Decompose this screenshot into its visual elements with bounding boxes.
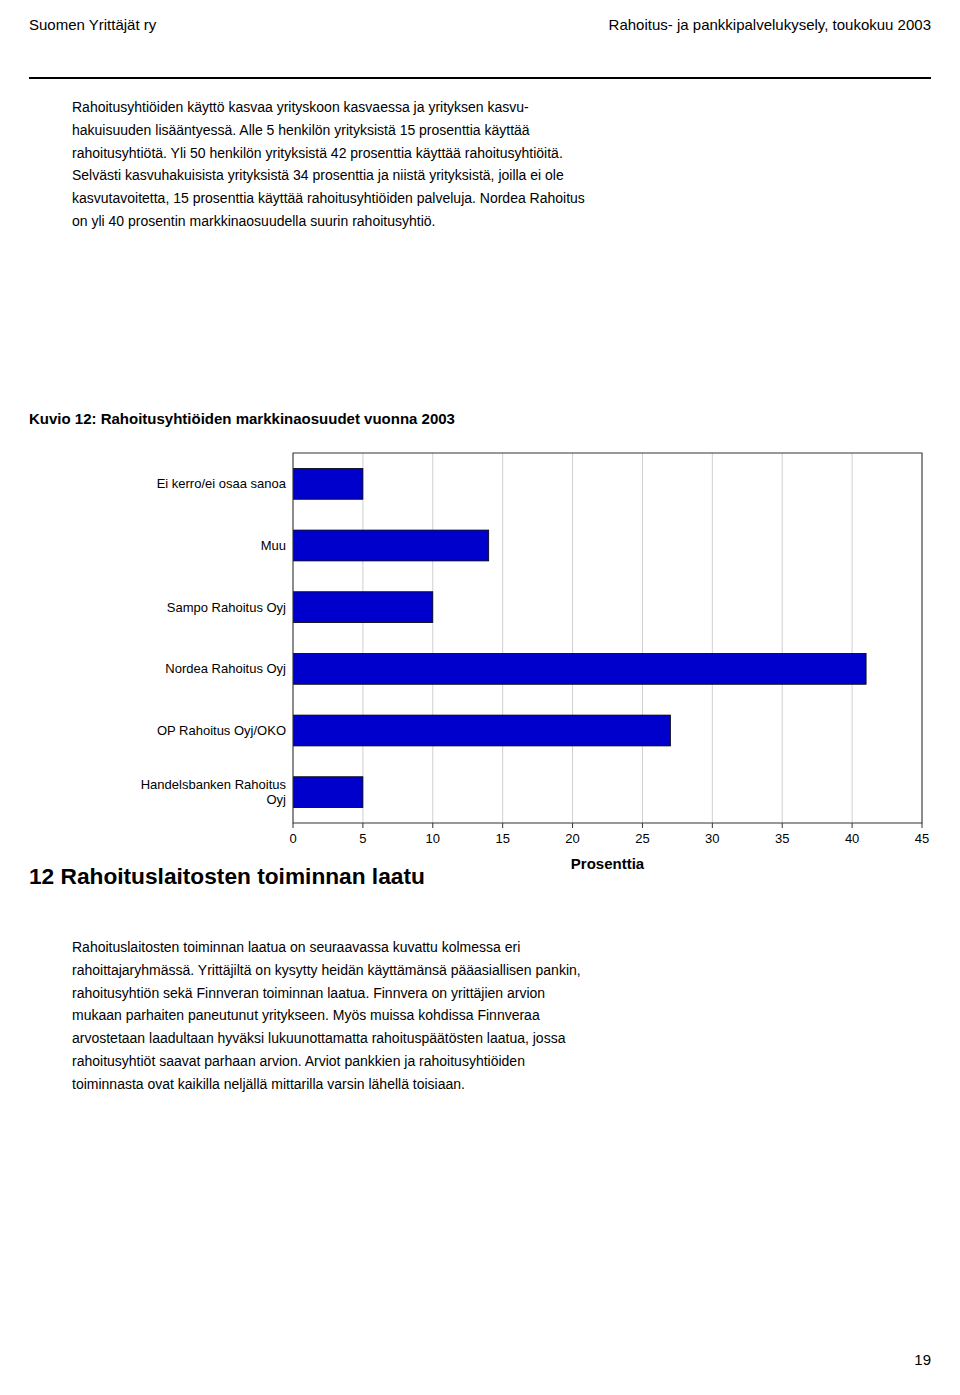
x-tick [432,823,433,828]
bar [293,592,433,623]
grid [293,453,922,823]
intro-line: rahoitusyhtiötä. Yli 50 henkilön yrityks… [72,145,563,161]
x-tick-label: 45 [915,831,929,846]
y-tick-label-line: Sampo Rahoitus Oyj [167,600,286,615]
y-tick-label: Muu [261,538,286,553]
x-tick-label: 5 [359,831,366,846]
page-number: 19 [914,1351,931,1368]
grid-line [502,453,503,823]
grid-line [782,453,783,823]
section-line: rahoitusyhtiön sekä Finnveran toiminnan … [72,985,545,1001]
intro-line: hakuisuuden lisääntyessä. Alle 5 henkilö… [72,122,530,138]
intro-line: Selvästi kasvuhakuisista yrityksistä 34 … [72,167,564,183]
x-tick [642,823,643,828]
x-tick [922,823,923,828]
bar [293,715,670,746]
grid-line [572,453,573,823]
y-tick-label-line: Nordea Rahoitus Oyj [165,661,286,676]
header-rule [29,77,931,79]
x-tick-label: 35 [775,831,789,846]
section-line: rahoittajaryhmässä. Yrittäjiltä on kysyt… [72,962,581,978]
x-tick [502,823,503,828]
bar [293,653,866,684]
grid-line [712,453,713,823]
x-tick-label: 20 [565,831,579,846]
intro-line: kasvutavoitetta, 15 prosenttia käyttää r… [72,190,585,206]
x-tick-label: 10 [426,831,440,846]
x-tick [293,823,294,828]
bar [293,777,363,808]
y-tick-label-line: OP Rahoitus Oyj/OKO [157,723,286,738]
bar [293,530,489,561]
section-line: arvostetaan laadultaan hyväksi lukuunott… [72,1030,566,1046]
x-tick [712,823,713,828]
x-tick [572,823,573,828]
grid-line [642,453,643,823]
grid-line [362,453,363,823]
chart-title: Kuvio 12: Rahoitusyhtiöiden markkinaosuu… [29,410,455,427]
plot-frame [293,453,922,823]
y-tick-label-line: Handelsbanken Rahoitus [141,777,287,792]
bar-chart: 0 5 10 15 20 25 30 35 40 45 Prosenttia Ei kerro/ei … [141,453,930,872]
section-line: Rahoituslaitosten toiminnan laatua on se… [72,939,520,955]
x-tick-label: 25 [635,831,649,846]
grid-line [432,453,433,823]
page: Suomen Yrittäjät ry Rahoitus- ja pankkipa… [0,0,960,1395]
bar [293,468,363,499]
intro-line: Rahoitusyhtiöiden käyttö kasvaa yritysko… [72,99,529,115]
x-tick-label: 40 [845,831,859,846]
y-tick-label: OP Rahoitus Oyj/OKO [157,723,286,738]
y-tick-label: Handelsbanken RahoitusOyj [141,777,287,807]
bars [293,468,866,807]
x-tick-label: 15 [495,831,509,846]
grid-line [852,453,853,823]
section-line: mukaan parhaiten paneutunut yritykseen. … [72,1007,540,1023]
section-title: 12 Rahoituslaitosten toiminnan laatu [29,863,425,889]
intro-line: on yli 40 prosentin markkinaosuudella su… [72,213,435,229]
y-tick-label: Ei kerro/ei osaa sanoa [157,476,287,491]
x-tick-label: 30 [705,831,719,846]
y-tick-label-line: Oyj [267,792,287,807]
x-tick-label: 0 [289,831,296,846]
y-tick-label-line: Ei kerro/ei osaa sanoa [157,476,287,491]
x-tick [852,823,853,828]
y-tick-label-line: Muu [261,538,286,553]
section-line: rahoitusyhtiöt saavat parhaan arvion. Ar… [72,1053,525,1069]
section-line: toiminnasta ovat kaikilla neljällä mitta… [72,1076,465,1092]
x-axis-label: Prosenttia [571,855,645,872]
header-left: Suomen Yrittäjät ry [29,16,157,33]
x-tick [362,823,363,828]
x-tick [782,823,783,828]
header-right: Rahoitus- ja pankkipalvelukysely, toukok… [609,16,931,33]
y-tick-label: Sampo Rahoitus Oyj [167,600,286,615]
y-tick-label: Nordea Rahoitus Oyj [165,661,286,676]
y-axis: Ei kerro/ei osaa sanoa Muu Sampo Rahoitus … [141,476,287,807]
